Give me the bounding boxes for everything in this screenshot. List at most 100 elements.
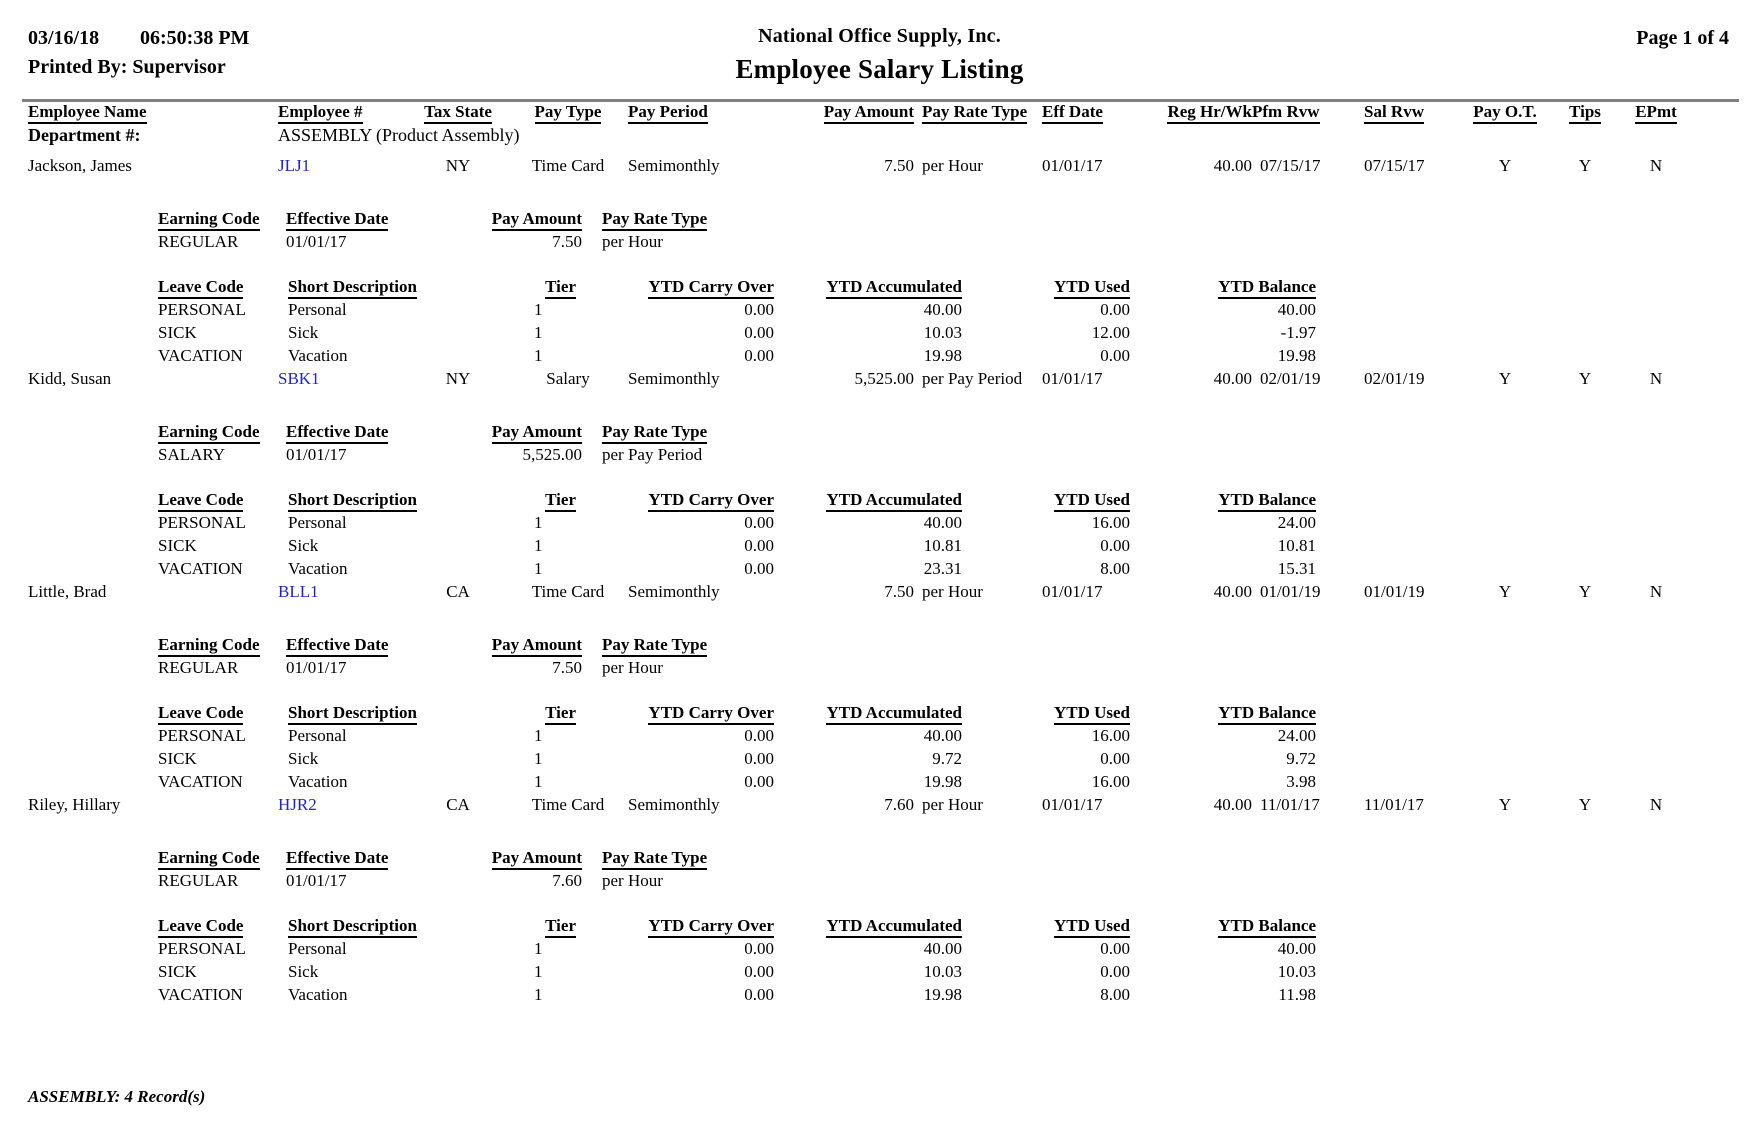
col-leave-code: Leave Code bbox=[158, 695, 288, 726]
earning-spacer bbox=[158, 400, 1759, 414]
leave-table: Leave Code Short Description Tier YTD Carry… bbox=[158, 908, 1316, 1008]
employee-reg-hr-wk: 40.00 bbox=[1213, 582, 1252, 601]
leave-tier: 1 bbox=[534, 985, 543, 1004]
leave-table: Leave Code Short Description Tier YTD Carry… bbox=[158, 482, 1316, 582]
earning-rate-type: per Hour bbox=[602, 658, 663, 677]
employee-number-link[interactable]: JLJ1 bbox=[278, 156, 311, 175]
employee-eff-date: 01/01/17 bbox=[1042, 795, 1103, 814]
leave-row: VACATION Vacation 1 0.00 19.98 16.00 3.98 bbox=[158, 772, 1316, 795]
leave-short-description: Personal bbox=[288, 513, 347, 532]
earning-amount: 7.60 bbox=[552, 871, 582, 890]
col-tier: Tier bbox=[516, 695, 576, 726]
employee-pay-rate-type: per Hour bbox=[922, 795, 983, 814]
leave-ytd-balance: 40.00 bbox=[1277, 939, 1316, 958]
col-effective-date: Effective Date bbox=[286, 201, 454, 232]
leave-ytd-used: 0.00 bbox=[1100, 536, 1130, 555]
leave-tier: 1 bbox=[534, 726, 543, 745]
employee-pay-ot: Y bbox=[1498, 369, 1512, 388]
employee-tips: Y bbox=[1578, 795, 1592, 814]
leave-ytd-carry-over: 0.00 bbox=[744, 323, 774, 342]
employee-detail-cell: Earning Code Effective Date Pay Amount Pay … bbox=[0, 826, 1759, 1008]
leave-ytd-used: 8.00 bbox=[1100, 559, 1130, 578]
col-sal-rvw: Sal Rvw bbox=[1364, 94, 1466, 125]
leave-ytd-used: 8.00 bbox=[1100, 985, 1130, 1004]
earning-header-row: Earning Code Effective Date Pay Amount Pay … bbox=[158, 840, 822, 871]
leave-short-description: Personal bbox=[288, 939, 347, 958]
leave-ytd-used: 0.00 bbox=[1100, 300, 1130, 319]
leave-row: PERSONAL Personal 1 0.00 40.00 0.00 40.00 bbox=[158, 300, 1316, 323]
leave-ytd-carry-over: 0.00 bbox=[744, 346, 774, 365]
leave-ytd-used: 0.00 bbox=[1100, 939, 1130, 958]
record-count: ASSEMBLY: 4 Record(s) bbox=[28, 1087, 206, 1106]
earning-spacer bbox=[158, 826, 1759, 840]
leave-code: PERSONAL bbox=[158, 513, 246, 532]
leave-row: VACATION Vacation 1 0.00 19.98 8.00 11.98 bbox=[158, 985, 1316, 1008]
leave-spacer bbox=[158, 255, 1759, 269]
table-header-row: Employee Name Employee # Tax State Pay T… bbox=[0, 94, 1759, 125]
leave-short-description: Vacation bbox=[288, 772, 348, 791]
department-label: Department #: bbox=[28, 125, 141, 145]
leave-ytd-accumulated: 19.98 bbox=[923, 985, 962, 1004]
employee-row: Kidd, Susan SBK1 NY Salary Semimonthly 5,525.… bbox=[0, 369, 1759, 400]
employee-pay-type: Time Card bbox=[531, 795, 605, 814]
report-body: Employee Name Employee # Tax State Pay T… bbox=[0, 94, 1759, 1008]
employee-pay-type: Time Card bbox=[531, 156, 605, 175]
employee-number-link[interactable]: BLL1 bbox=[278, 582, 319, 601]
leave-ytd-balance: 40.00 bbox=[1277, 300, 1316, 319]
leave-ytd-carry-over: 0.00 bbox=[744, 559, 774, 578]
leave-code: VACATION bbox=[158, 985, 243, 1004]
department-value: ASSEMBLY (Product Assembly) bbox=[278, 125, 520, 145]
leave-tier: 1 bbox=[534, 536, 543, 555]
employee-pay-period: Semimonthly bbox=[628, 156, 720, 175]
earning-effective-date: 01/01/17 bbox=[286, 445, 347, 464]
leave-row: SICK Sick 1 0.00 9.72 0.00 9.72 bbox=[158, 749, 1316, 772]
employee-pay-ot: Y bbox=[1498, 795, 1512, 814]
leave-ytd-balance: 11.98 bbox=[1278, 985, 1316, 1004]
earning-row: REGULAR 01/01/17 7.50 per Hour bbox=[158, 658, 822, 681]
leave-code: SICK bbox=[158, 323, 197, 342]
leave-ytd-carry-over: 0.00 bbox=[744, 939, 774, 958]
employee-detail-row: Earning Code Effective Date Pay Amount Pay … bbox=[0, 613, 1759, 795]
employee-detail-cell: Earning Code Effective Date Pay Amount Pay … bbox=[0, 613, 1759, 795]
leave-tier: 1 bbox=[534, 559, 543, 578]
employee-number-link[interactable]: HJR2 bbox=[278, 795, 317, 814]
earning-code: REGULAR bbox=[158, 658, 239, 677]
earning-amount: 5,525.00 bbox=[522, 445, 583, 464]
col-pay-ot: Pay O.T. bbox=[1466, 94, 1544, 125]
leave-ytd-balance: 24.00 bbox=[1277, 726, 1316, 745]
leave-tier: 1 bbox=[534, 513, 543, 532]
employee-tips: Y bbox=[1578, 582, 1592, 601]
earning-code: SALARY bbox=[158, 445, 226, 464]
earning-header-row: Earning Code Effective Date Pay Amount Pay … bbox=[158, 627, 822, 658]
leave-code: SICK bbox=[158, 962, 197, 981]
leave-ytd-carry-over: 0.00 bbox=[744, 726, 774, 745]
leave-code: PERSONAL bbox=[158, 726, 246, 745]
employee-epmt: N bbox=[1649, 582, 1663, 601]
leave-tier: 1 bbox=[534, 300, 543, 319]
earning-effective-date: 01/01/17 bbox=[286, 658, 347, 677]
leave-short-description: Vacation bbox=[288, 346, 348, 365]
earning-code: REGULAR bbox=[158, 232, 239, 251]
leave-ytd-balance: 3.98 bbox=[1286, 772, 1316, 791]
leave-ytd-balance: 24.00 bbox=[1277, 513, 1316, 532]
col-ytd-carry-over: YTD Carry Over bbox=[604, 908, 774, 939]
employee-sal-rvw: 02/01/19 bbox=[1364, 369, 1425, 388]
leave-short-description: Personal bbox=[288, 300, 347, 319]
employee-row: Little, Brad BLL1 CA Time Card Semimonthly 7.… bbox=[0, 582, 1759, 613]
col-short-description: Short Description bbox=[288, 908, 516, 939]
col-leave-code: Leave Code bbox=[158, 908, 288, 939]
earning-rate-type: per Hour bbox=[602, 871, 663, 890]
leave-short-description: Personal bbox=[288, 726, 347, 745]
col-effective-date: Effective Date bbox=[286, 840, 454, 871]
leave-short-description: Vacation bbox=[288, 559, 348, 578]
earning-header-row: Earning Code Effective Date Pay Amount Pay … bbox=[158, 414, 822, 445]
earning-row: REGULAR 01/01/17 7.60 per Hour bbox=[158, 871, 822, 894]
earning-effective-date: 01/01/17 bbox=[286, 232, 347, 251]
employee-tax-state: CA bbox=[446, 795, 470, 814]
earning-amount: 7.50 bbox=[552, 658, 582, 677]
leave-ytd-used: 0.00 bbox=[1100, 346, 1130, 365]
col-earning-pay-amount: Pay Amount bbox=[454, 201, 582, 232]
earning-row: REGULAR 01/01/17 7.50 per Hour bbox=[158, 232, 822, 255]
employee-number-link[interactable]: SBK1 bbox=[278, 369, 320, 388]
employee-reg-hr-wk: 40.00 bbox=[1213, 795, 1252, 814]
